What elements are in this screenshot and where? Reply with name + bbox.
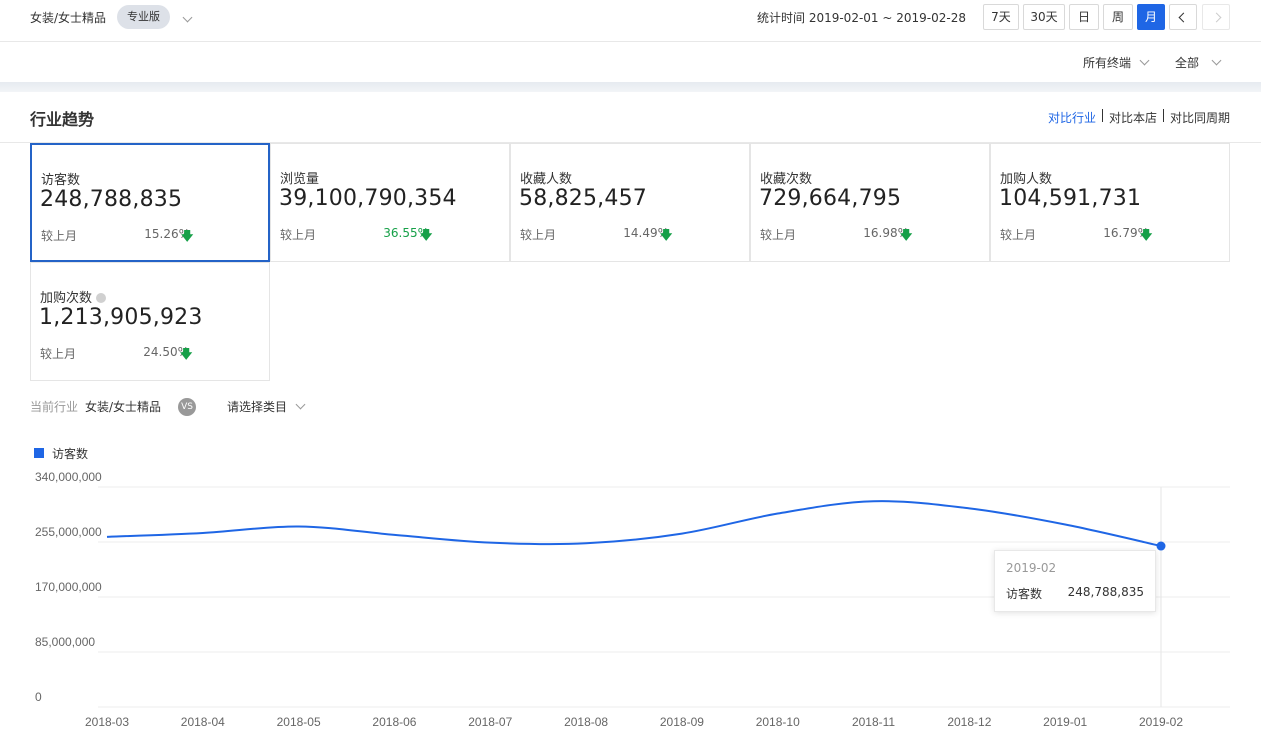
divider — [1163, 109, 1164, 122]
terminal-filter[interactable]: 所有终端 — [1083, 54, 1150, 71]
divider — [1102, 109, 1103, 122]
legend-label[interactable]: 访客数 — [52, 447, 89, 461]
metric-label: 加购次数 — [40, 287, 107, 306]
compare-store-tab[interactable]: 对比本店 — [1109, 111, 1158, 125]
metric-pct: 36.55% — [383, 226, 429, 240]
chevron-right-icon — [1211, 12, 1221, 23]
arrow-down-icon: 🡇 — [420, 228, 433, 242]
x-tick-label: 2018-05 — [277, 715, 321, 729]
period-month-button[interactable]: 月 — [1137, 4, 1165, 30]
next-period-button[interactable] — [1202, 4, 1230, 30]
x-tick-label: 2018-06 — [372, 715, 416, 729]
top-bar: 女装/女士精品 专业版 统计时间 2019-02-01 ~ 2019-02-28… — [0, 0, 1261, 42]
metric-mom-label: 较上月 — [40, 347, 77, 361]
metric-card-pageviews[interactable]: 浏览量 39,100,790,354 较上月 36.55% 🡇 — [270, 143, 510, 262]
metric-label: 收藏次数 — [760, 172, 813, 187]
metric-value: 729,664,795 — [759, 186, 902, 211]
metric-value: 39,100,790,354 — [279, 186, 457, 211]
scope-filter[interactable]: 全部 — [1175, 54, 1222, 71]
metric-card-favorite-count[interactable]: 收藏次数 729,664,795 较上月 16.98% 🡇 — [750, 143, 990, 262]
y-tick-label: 85,000,000 — [35, 635, 95, 649]
arrow-down-icon: 🡇 — [180, 347, 193, 361]
metric-value: 248,788,835 — [40, 187, 183, 212]
vs-icon: VS — [178, 398, 196, 416]
period-week-button[interactable]: 周 — [1103, 4, 1133, 30]
metric-value: 104,591,731 — [999, 186, 1142, 211]
x-tick-label: 2019-02 — [1139, 715, 1183, 729]
chevron-down-icon — [295, 399, 306, 410]
arrow-down-icon: 🡇 — [181, 229, 194, 243]
chevron-down-icon — [1139, 55, 1150, 66]
metric-pct: 15.26% — [144, 227, 190, 241]
metric-pct: 24.50% — [143, 345, 189, 359]
period-30d-button[interactable]: 30天 — [1023, 4, 1065, 30]
y-tick-label: 255,000,000 — [35, 525, 102, 539]
section-title: 行业趋势 — [30, 110, 95, 129]
tooltip-series-name: 访客数 — [1006, 587, 1043, 601]
filter-bar: 所有终端 全部 — [0, 42, 1261, 82]
x-tick-label: 2018-12 — [947, 715, 991, 729]
chevron-left-icon — [1178, 12, 1188, 23]
stat-time-range: 统计时间 2019-02-01 ~ 2019-02-28 — [757, 11, 966, 25]
legend-swatch — [34, 448, 44, 458]
x-tick-label: 2019-01 — [1043, 715, 1087, 729]
y-tick-label: 170,000,000 — [35, 580, 102, 594]
period-7d-button[interactable]: 7天 — [983, 4, 1019, 30]
terminal-filter-label: 所有终端 — [1083, 56, 1132, 70]
x-tick-label: 2018-04 — [181, 715, 225, 729]
metric-label: 访客数 — [41, 173, 81, 188]
category-name[interactable]: 女装/女士精品 — [30, 11, 107, 25]
metric-mom-label: 较上月 — [280, 228, 317, 242]
chevron-down-icon[interactable] — [182, 10, 193, 24]
category-select-placeholder: 请选择类目 — [227, 400, 288, 414]
series-line-visitors — [106, 500, 1162, 547]
chart-tooltip: 2019-02 访客数 248,788,835 — [994, 550, 1156, 612]
metric-card-visitors[interactable]: 访客数 248,788,835 较上月 15.26% 🡇 — [30, 143, 270, 262]
metric-pct: 14.49% — [623, 226, 669, 240]
metric-mom-label: 较上月 — [760, 228, 797, 242]
section-divider — [0, 82, 1261, 92]
info-icon[interactable] — [96, 293, 107, 303]
divider — [0, 142, 1261, 143]
x-tick-label: 2018-07 — [468, 715, 512, 729]
metric-card-cart-users[interactable]: 加购人数 104,591,731 较上月 16.79% 🡇 — [990, 143, 1230, 262]
y-tick-label: 340,000,000 — [35, 470, 102, 484]
x-tick-label: 2018-03 — [85, 715, 129, 729]
metric-mom-label: 较上月 — [41, 229, 78, 243]
chevron-down-icon — [1211, 55, 1222, 66]
arrow-down-icon: 🡇 — [660, 228, 673, 242]
metric-label-text: 加购次数 — [40, 291, 93, 306]
metric-label: 浏览量 — [280, 172, 320, 187]
arrow-down-icon: 🡇 — [1140, 228, 1153, 242]
x-tick-label: 2018-09 — [660, 715, 704, 729]
metric-card-favorite-users[interactable]: 收藏人数 58,825,457 较上月 14.49% 🡇 — [510, 143, 750, 262]
metric-label: 收藏人数 — [520, 172, 573, 187]
metric-mom-label: 较上月 — [1000, 228, 1037, 242]
scope-filter-label: 全部 — [1175, 56, 1200, 70]
current-industry-label: 当前行业 — [30, 400, 79, 414]
metric-value: 58,825,457 — [519, 186, 647, 211]
period-day-button[interactable]: 日 — [1069, 4, 1099, 30]
x-tick-label: 2018-11 — [852, 715, 895, 729]
x-tick-label: 2018-10 — [756, 715, 800, 729]
tooltip-value: 248,788,835 — [1067, 585, 1144, 599]
compare-industry-tab[interactable]: 对比行业 — [1048, 111, 1097, 125]
x-tick-label: 2018-08 — [564, 715, 608, 729]
category-select[interactable]: 请选择类目 — [227, 398, 306, 415]
data-point[interactable] — [1156, 541, 1166, 551]
compare-period-tab[interactable]: 对比同周期 — [1170, 111, 1231, 125]
prev-period-button[interactable] — [1169, 4, 1197, 30]
edition-badge: 专业版 — [117, 5, 170, 29]
y-tick-label: 0 — [35, 690, 42, 704]
metric-pct: 16.98% — [863, 226, 909, 240]
metric-value: 1,213,905,923 — [39, 305, 203, 330]
visitors-line-chart[interactable]: 340,000,000 255,000,000 170,000,000 85,000,… — [0, 460, 1261, 737]
tooltip-date: 2019-02 — [1006, 561, 1057, 575]
current-industry-value: 女装/女士精品 — [85, 400, 162, 414]
metric-mom-label: 较上月 — [520, 228, 557, 242]
arrow-down-icon: 🡇 — [900, 228, 913, 242]
metric-label: 加购人数 — [1000, 172, 1053, 187]
metric-card-cart-count[interactable]: 加购次数 1,213,905,923 较上月 24.50% 🡇 — [30, 262, 270, 381]
metric-pct: 16.79% — [1103, 226, 1149, 240]
